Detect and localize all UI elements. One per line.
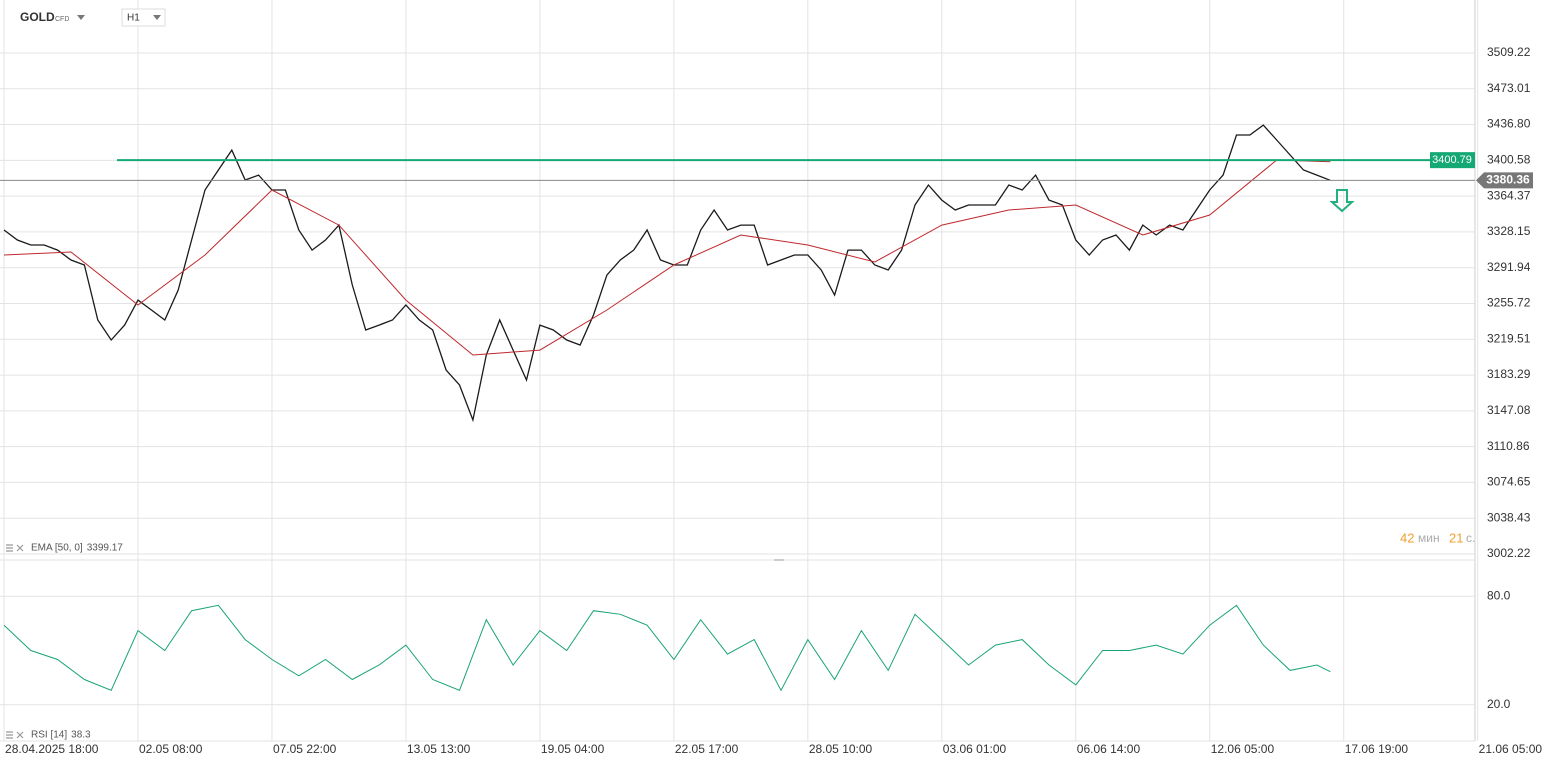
x-tick-label: 21.06 05:00: [1479, 742, 1543, 756]
sell-signal-arrow: [1329, 189, 1355, 213]
y-tick-label: 80.0: [1487, 588, 1511, 602]
x-tick-label: 22.05 17:00: [675, 742, 739, 756]
y-tick-label: 3436.80: [1487, 117, 1531, 131]
timer-seconds: 21: [1449, 530, 1463, 545]
x-tick-label: 17.06 19:00: [1345, 742, 1409, 756]
x-tick-label: 03.06 01:00: [943, 742, 1007, 756]
y-tick-label: 3147.08: [1487, 403, 1531, 417]
legend-menu-icon: [6, 544, 13, 552]
series-line: [3, 604, 1331, 692]
toolbar: GOLD CFD H1: [20, 8, 166, 27]
x-tick-label: 13.05 13:00: [407, 742, 471, 756]
y-tick-label: 3473.01: [1487, 81, 1531, 95]
x-tick-label: 07.05 22:00: [273, 742, 337, 756]
legend-value: 3399.17: [87, 543, 124, 554]
symbol-dropdown[interactable]: [77, 15, 85, 20]
x-tick-label: 06.06 14:00: [1077, 742, 1141, 756]
timeframe-box[interactable]: [121, 8, 166, 27]
last-price-box: [1476, 172, 1533, 189]
y-tick-label: 3038.43: [1487, 510, 1531, 524]
y-tick-label: 3110.86: [1487, 439, 1530, 453]
y-tick-label: 3509.22: [1487, 45, 1531, 59]
series-line: [3, 159, 1331, 356]
timeframe-dropdown[interactable]: [153, 15, 161, 20]
y-tick-label: 3219.51: [1487, 331, 1531, 345]
legend-close-icon: [16, 731, 24, 739]
timer-seconds-unit: с.: [1466, 531, 1475, 545]
x-tick-label: 02.05 08:00: [139, 742, 203, 756]
legend-menu-icon: [6, 731, 13, 739]
legend-value: 38.3: [71, 730, 91, 741]
last-price-label: 3380.36: [1486, 173, 1530, 187]
level-label-box: [1430, 152, 1475, 169]
x-tick-label: 28.05 10:00: [809, 742, 873, 756]
y-tick-label: 3183.29: [1487, 367, 1531, 381]
timer-minutes-unit: мин: [1418, 531, 1440, 545]
y-tick-label: 3291.94: [1487, 260, 1531, 274]
legend-name: RSI [14]: [31, 730, 67, 741]
y-tick-label: 3364.37: [1487, 188, 1531, 202]
y-tick-label: 3002.22: [1487, 546, 1531, 560]
timer-minutes: 42: [1400, 530, 1414, 545]
x-tick-label: 12.06 05:00: [1211, 742, 1275, 756]
y-tick-label: 3074.65: [1487, 475, 1531, 489]
legend-name: EMA [50, 0]: [31, 543, 83, 554]
symbol[interactable]: GOLD: [20, 10, 55, 24]
timeframe[interactable]: H1: [127, 13, 140, 24]
y-tick-label: 3328.15: [1487, 224, 1531, 238]
y-tick-label: 3255.72: [1487, 296, 1531, 310]
instrument-type: CFD: [55, 16, 69, 23]
level-label: 3400.79: [1432, 154, 1472, 166]
x-tick-label: 28.04.2025 18:00: [5, 742, 99, 756]
y-tick-label: 3400.58: [1487, 153, 1531, 167]
legend-close-icon: [16, 544, 24, 552]
x-tick-label: 19.05 04:00: [541, 742, 605, 756]
y-tick-label: 20.0: [1487, 697, 1511, 711]
series-line: [3, 124, 1331, 423]
timer: 42 мин 21 с.: [1400, 530, 1475, 545]
